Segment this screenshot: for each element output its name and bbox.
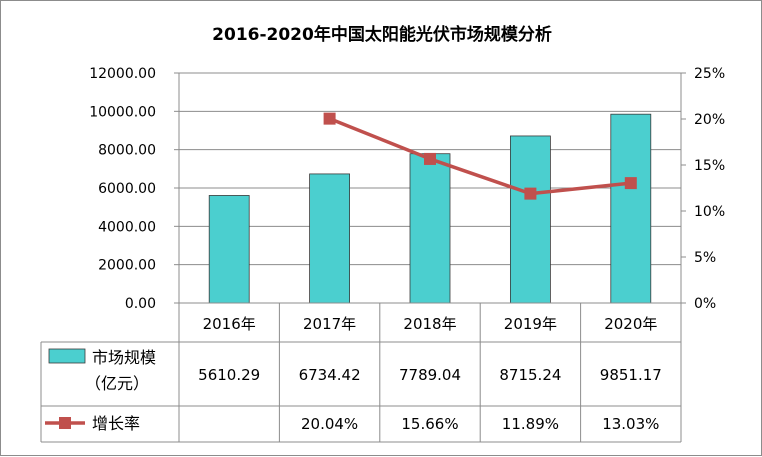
y-right-tick-label: 15% — [694, 158, 725, 174]
line-data-label: 11.89% — [502, 415, 559, 433]
line-point — [323, 112, 336, 125]
category-label: 2019年 — [504, 315, 557, 333]
line-data-label: 15.66% — [401, 415, 458, 433]
bar-data-label: 7789.04 — [399, 366, 461, 384]
category-label: 2017年 — [303, 315, 356, 333]
line-point — [424, 152, 436, 165]
y-right-tick-label: 5% — [694, 250, 716, 266]
line-series — [323, 112, 637, 200]
category-label: 2020年 — [604, 315, 657, 333]
legend-label-line: 增长率 — [92, 414, 140, 433]
y-right-tick-label: 20% — [694, 112, 725, 128]
legend-label-bar: （亿元） — [85, 374, 149, 393]
y-right-tick-label: 0% — [694, 296, 716, 312]
bar-data-label: 5610.29 — [198, 366, 260, 384]
y-right-tick-label: 10% — [694, 204, 725, 220]
legend-label-bar: 市场规模 — [92, 348, 156, 367]
bar — [309, 173, 351, 304]
line-point — [524, 187, 537, 200]
category-label: 2016年 — [203, 315, 256, 333]
y-left-tick-label: 2000.00 — [98, 258, 156, 274]
data-table: 2016年 2017年 2018年 2019年 2020年 5610.29 6734.42 7… — [40, 302, 682, 443]
bar-data-label: 6734.42 — [299, 366, 361, 384]
line-data-label: 13.03% — [602, 415, 659, 433]
bar — [610, 113, 652, 304]
y-left-tick-label: 4000.00 — [98, 219, 156, 235]
axes: 0.00 2000.00 4000.00 6000.00 8000.00 10000.00… — [89, 66, 725, 312]
legend-key-line-marker — [59, 417, 71, 429]
bar — [509, 135, 551, 304]
y-right-tick-label: 25% — [694, 66, 725, 82]
y-left-tick-label: 8000.00 — [98, 143, 156, 159]
bar — [409, 153, 451, 304]
line-data-label: 20.04% — [301, 415, 358, 433]
line-point — [624, 177, 637, 190]
y-left-tick-label: 12000.00 — [89, 66, 156, 82]
bar-data-label: 9851.17 — [600, 366, 662, 384]
bar — [208, 195, 250, 304]
y-left-tick-label: 10000.00 — [89, 104, 156, 120]
y-left-tick-label: 0.00 — [125, 296, 156, 312]
legend-key-bar — [48, 348, 86, 364]
bar-data-label: 8715.24 — [499, 366, 561, 384]
y-left-tick-label: 6000.00 — [98, 181, 156, 197]
bar-series — [208, 113, 652, 304]
growth-rate-line — [328, 117, 631, 196]
chart-title: 2016-2020年中国太阳能光伏市场规模分析 — [212, 24, 552, 45]
category-label: 2018年 — [403, 315, 456, 333]
